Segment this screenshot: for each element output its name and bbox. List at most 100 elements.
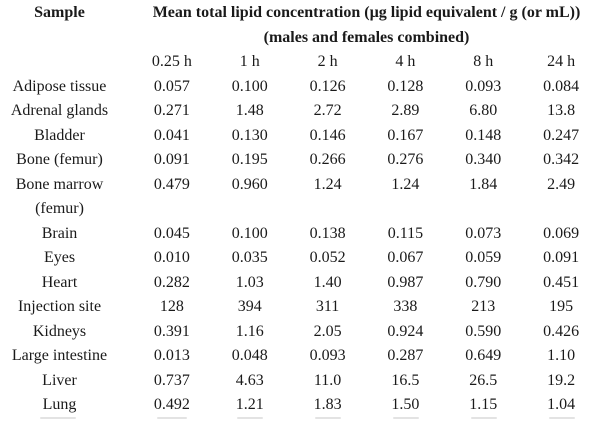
- value-cell: 0.067: [387, 249, 424, 266]
- value-cell: 0.492: [153, 396, 190, 413]
- cropped-next-row-artifact: [0, 417, 600, 419]
- sample-name: Bone marrow (femur): [0, 173, 133, 222]
- value-cell: 1.48: [235, 102, 264, 119]
- value-cell: 2.72: [313, 102, 342, 119]
- value-cell: 0.100: [231, 224, 268, 242]
- table-row-eyes: Eyes 0.010 0.035 0.052 0.067 0.059 0.091: [0, 246, 600, 271]
- column-header-2h: 2 h: [317, 53, 338, 70]
- value-cell: 394: [237, 298, 262, 315]
- value-cell: 0.590: [465, 322, 502, 340]
- value-cell: 0.091: [543, 249, 580, 266]
- value-cell: 0.287: [387, 347, 424, 364]
- value-cell: 0.057: [153, 77, 190, 95]
- value-cell: 0.737: [153, 371, 190, 389]
- value-cell: 1.21: [235, 396, 264, 413]
- value-cell: 0.987: [387, 273, 424, 291]
- table-row-brain: Brain 0.045 0.100 0.138 0.115 0.073 0.06…: [0, 222, 600, 247]
- value-cell: 0.426: [543, 322, 580, 340]
- value-cell: 195: [549, 298, 574, 315]
- empty-header-cell: [0, 50, 133, 75]
- value-cell: 0.138: [309, 224, 346, 242]
- column-header-1h: 1 h: [239, 53, 260, 70]
- sample-name-line1: Bone marrow: [15, 175, 104, 193]
- value-cell: 1.15: [469, 396, 498, 413]
- value-cell: 2.05: [313, 322, 342, 340]
- value-cell: 0.479: [153, 175, 190, 193]
- value-cell: 0.013: [153, 347, 190, 364]
- table-row-liver: Liver 0.737 4.63 11.0 16.5 26.5 19.2: [0, 369, 600, 394]
- value-cell: 0.391: [153, 322, 190, 340]
- sample-name: Injection site: [17, 298, 102, 315]
- value-cell: 213: [471, 298, 496, 315]
- value-cell: 4.63: [235, 371, 264, 389]
- value-cell: 0.093: [309, 347, 346, 364]
- value-cell: 0.130: [231, 126, 268, 144]
- table-title-line1: Mean total lipid concentration (µg lipid…: [152, 4, 581, 21]
- value-cell: 0.084: [543, 77, 580, 95]
- column-header-sample: Sample: [34, 4, 85, 21]
- value-cell: 1.40: [313, 273, 342, 291]
- sample-name: Adipose tissue: [12, 77, 107, 95]
- table-row-lung: Lung 0.492 1.21 1.83 1.50 1.15 1.04: [0, 393, 600, 418]
- value-cell: 0.048: [231, 347, 268, 364]
- lipid-concentration-table: Sample Mean total lipid concentration (µ…: [0, 1, 600, 418]
- value-cell: 2.49: [547, 175, 576, 193]
- sample-name: Brain: [41, 224, 78, 242]
- sample-name: Liver: [42, 371, 77, 389]
- table-title-line2: (males and females combined): [263, 28, 470, 46]
- value-cell: 0.146: [309, 126, 346, 144]
- value-cell: 11.0: [313, 371, 342, 389]
- sample-name-line2: (femur): [35, 200, 84, 217]
- table-row-large-intestine: Large intestine 0.013 0.048 0.093 0.287 …: [0, 344, 600, 369]
- table-row-injection-site: Injection site 128 394 311 338 213 195: [0, 295, 600, 320]
- sample-name: Bladder: [34, 126, 85, 144]
- value-cell: 0.069: [543, 224, 580, 242]
- value-cell: 0.282: [153, 273, 190, 291]
- value-cell: 1.04: [547, 396, 576, 413]
- sample-name: Bone (femur): [16, 151, 103, 168]
- value-cell: 0.247: [543, 126, 580, 144]
- value-cell: 0.924: [387, 322, 424, 340]
- value-cell: 0.091: [153, 151, 190, 168]
- value-cell: 2.89: [391, 102, 420, 119]
- value-cell: 0.649: [465, 347, 502, 364]
- column-header-8h: 8 h: [473, 53, 494, 70]
- value-cell: 16.5: [391, 371, 420, 389]
- value-cell: 311: [315, 298, 340, 315]
- value-cell: 26.5: [469, 371, 498, 389]
- value-cell: 0.052: [309, 249, 346, 266]
- value-cell: 1.10: [547, 347, 576, 364]
- value-cell: 0.045: [153, 224, 190, 242]
- value-cell: 0.148: [465, 126, 502, 144]
- sample-name: Adrenal glands: [10, 102, 109, 119]
- table-row-bladder: Bladder 0.041 0.130 0.146 0.167 0.148 0.…: [0, 124, 600, 149]
- value-cell: 13.8: [547, 102, 576, 119]
- value-cell: 0.073: [465, 224, 502, 242]
- time-header-row: 0.25 h 1 h 2 h 4 h 8 h 24 h: [0, 50, 600, 75]
- sample-name: Large intestine: [11, 347, 108, 364]
- column-header-0-25h: 0.25 h: [151, 53, 192, 70]
- sample-name: Lung: [42, 396, 77, 413]
- sample-name: Heart: [41, 273, 78, 291]
- value-cell: 0.167: [387, 126, 424, 144]
- value-cell: 0.093: [465, 77, 502, 95]
- value-cell: 6.80: [469, 102, 498, 119]
- sample-name: Eyes: [43, 249, 76, 266]
- value-cell: 0.276: [387, 151, 424, 168]
- column-header-24h: 24 h: [547, 53, 576, 70]
- value-cell: 0.010: [153, 249, 190, 266]
- value-cell: 0.266: [309, 151, 346, 168]
- table-row-kidneys: Kidneys 0.391 1.16 2.05 0.924 0.590 0.42…: [0, 320, 600, 345]
- table-row-adrenal-glands: Adrenal glands 0.271 1.48 2.72 2.89 6.80…: [0, 99, 600, 124]
- table-row-adipose-tissue: Adipose tissue 0.057 0.100 0.126 0.128 0…: [0, 75, 600, 100]
- value-cell: 0.195: [231, 151, 268, 168]
- sample-name: Kidneys: [32, 322, 87, 340]
- value-cell: 0.340: [465, 151, 502, 168]
- table-row-bone-femur: Bone (femur) 0.091 0.195 0.266 0.276 0.3…: [0, 148, 600, 173]
- value-cell: 1.50: [391, 396, 420, 413]
- value-cell: 0.115: [387, 224, 424, 242]
- value-cell: 128: [159, 298, 184, 315]
- value-cell: 19.2: [547, 371, 576, 389]
- value-cell: 1.16: [235, 322, 264, 340]
